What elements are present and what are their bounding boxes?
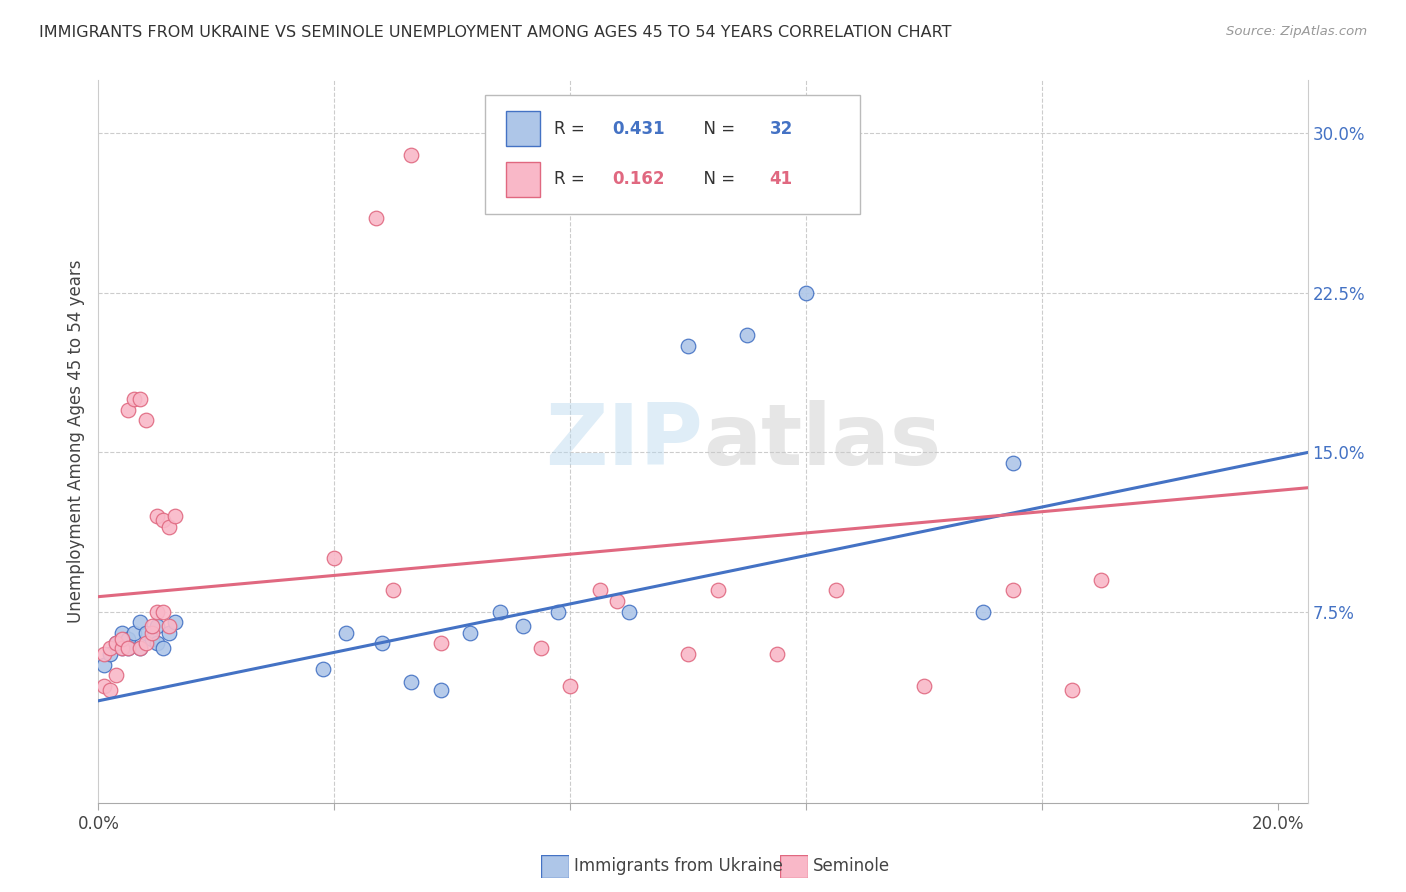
Text: 41: 41 [769, 170, 793, 188]
Point [512, 619, 534, 633]
Point [678, 339, 700, 353]
Point [765, 647, 787, 661]
Point [111, 625, 134, 640]
Point [157, 625, 180, 640]
Point [912, 679, 935, 693]
Y-axis label: Unemployment Among Ages 45 to 54 years: Unemployment Among Ages 45 to 54 years [66, 260, 84, 624]
Point [128, 640, 150, 655]
Point [122, 392, 145, 406]
Point [165, 615, 187, 630]
Point [111, 640, 134, 655]
Point [105, 636, 128, 650]
Text: R =: R = [554, 120, 591, 137]
Text: N =: N = [693, 170, 741, 188]
Point [128, 392, 150, 406]
Point [530, 640, 553, 655]
Point [152, 605, 174, 619]
Point [105, 668, 128, 682]
Text: 0.431: 0.431 [613, 120, 665, 137]
Text: Seminole: Seminole [813, 857, 890, 875]
Point [141, 625, 163, 640]
Point [1060, 683, 1083, 698]
Point [1090, 573, 1112, 587]
Point [323, 551, 346, 566]
Text: IMMIGRANTS FROM UKRAINE VS SEMINOLE UNEMPLOYMENT AMONG AGES 45 TO 54 YEARS CORRE: IMMIGRANTS FROM UKRAINE VS SEMINOLE UNEM… [39, 25, 952, 40]
Point [122, 625, 145, 640]
Text: Immigrants from Ukraine: Immigrants from Ukraine [574, 857, 783, 875]
Point [128, 615, 150, 630]
Point [972, 605, 994, 619]
Point [141, 632, 163, 647]
Point [93, 647, 115, 661]
FancyBboxPatch shape [485, 95, 860, 214]
Point [335, 625, 357, 640]
Text: 32: 32 [769, 120, 793, 137]
Point [146, 605, 169, 619]
Text: R =: R = [554, 170, 591, 188]
Point [117, 402, 139, 417]
Point [98, 647, 121, 661]
Point [458, 625, 481, 640]
Point [117, 632, 139, 647]
Point [93, 657, 115, 672]
Point [157, 519, 180, 533]
Point [157, 619, 180, 633]
Point [488, 605, 510, 619]
Bar [506, 112, 540, 146]
Point [141, 619, 163, 633]
Point [1001, 583, 1024, 598]
Point [146, 636, 169, 650]
Point [146, 508, 169, 523]
Point [146, 619, 169, 633]
Point [382, 583, 405, 598]
Text: atlas: atlas [703, 400, 941, 483]
Point [1001, 456, 1024, 470]
Point [135, 625, 157, 640]
Point [105, 636, 128, 650]
Point [98, 640, 121, 655]
Point [311, 662, 333, 676]
Point [735, 328, 758, 343]
Point [589, 583, 612, 598]
Point [606, 594, 628, 608]
Point [824, 583, 846, 598]
Point [399, 674, 422, 689]
Point [429, 683, 451, 698]
Point [560, 679, 582, 693]
Point [619, 605, 641, 619]
Point [547, 605, 569, 619]
Text: 0.162: 0.162 [613, 170, 665, 188]
Text: Source: ZipAtlas.com: Source: ZipAtlas.com [1226, 25, 1367, 38]
Bar [506, 162, 540, 196]
Point [165, 508, 187, 523]
Point [794, 285, 817, 300]
Point [128, 640, 150, 655]
Point [678, 647, 700, 661]
Point [135, 636, 157, 650]
Point [111, 632, 134, 647]
Point [152, 640, 174, 655]
Point [111, 640, 134, 655]
Point [429, 636, 451, 650]
Point [117, 640, 139, 655]
Point [98, 683, 121, 698]
Point [117, 640, 139, 655]
Point [706, 583, 728, 598]
Point [152, 513, 174, 527]
Point [370, 636, 392, 650]
Point [364, 211, 387, 226]
Text: ZIP: ZIP [546, 400, 703, 483]
Point [135, 413, 157, 427]
Text: N =: N = [693, 120, 741, 137]
Point [93, 679, 115, 693]
Point [399, 147, 422, 161]
